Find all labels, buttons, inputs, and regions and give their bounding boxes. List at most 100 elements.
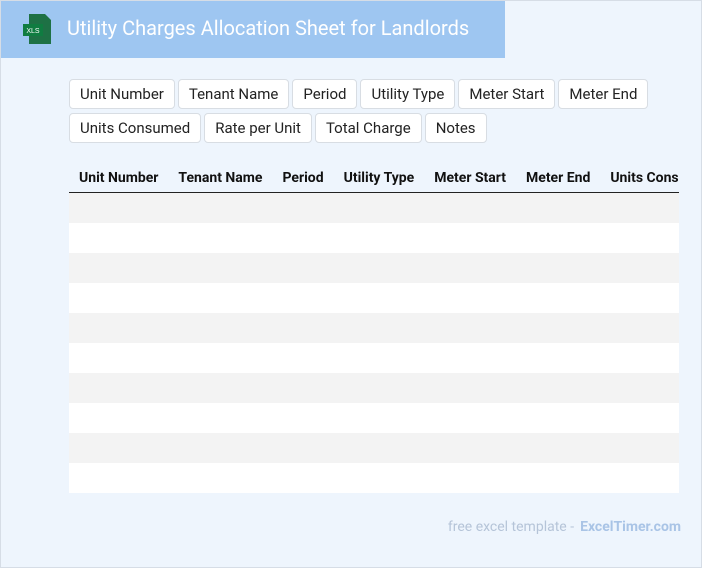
table-cell (516, 433, 601, 463)
table-cell (516, 403, 601, 433)
table-row (69, 373, 679, 403)
field-chip: Unit Number (69, 79, 175, 109)
table-cell (272, 283, 334, 313)
table-cell (424, 373, 516, 403)
table-cell (333, 373, 425, 403)
table-cell (69, 433, 169, 463)
table-cell (272, 313, 334, 343)
table-cell (600, 433, 679, 463)
table-row (69, 463, 679, 493)
header-row: Unit Number Tenant Name Period Utility Type… (69, 163, 679, 193)
footer-text: free excel template - (447, 519, 575, 535)
column-header: Meter Start (424, 163, 516, 193)
table-cell (424, 192, 516, 223)
table-cell (168, 463, 273, 493)
table-cell (424, 403, 516, 433)
table-cell (168, 283, 273, 313)
footer-link[interactable]: ExcelTimer.com (580, 519, 681, 535)
column-header: Meter End (516, 163, 601, 193)
table-cell (516, 373, 601, 403)
column-header: Tenant Name (168, 163, 273, 193)
table-row (69, 192, 679, 223)
table-cell (272, 403, 334, 433)
table-cell (424, 253, 516, 283)
column-header: Utility Type (333, 163, 425, 193)
table-cell (69, 192, 169, 223)
table-cell (272, 463, 334, 493)
table-cell (516, 283, 601, 313)
header-bar: XLS Utility Charges Allocation Sheet for… (1, 1, 505, 58)
xls-icon: XLS (23, 14, 51, 44)
table-cell (516, 313, 601, 343)
field-chip: Notes (424, 113, 487, 143)
table-cell (600, 313, 679, 343)
table-row (69, 253, 679, 283)
table-cell (424, 463, 516, 493)
table-cell (168, 433, 273, 463)
column-header: Unit Number (69, 163, 169, 193)
table-cell (600, 192, 679, 223)
table-cell (168, 403, 273, 433)
table-row (69, 403, 679, 433)
table-cell (600, 253, 679, 283)
table-cell (168, 223, 273, 253)
table-cell (272, 343, 334, 373)
table-cell (69, 403, 169, 433)
table-cell (600, 343, 679, 373)
field-chip: Utility Type (360, 79, 456, 109)
table-cell (168, 373, 273, 403)
table-cell (424, 223, 516, 253)
table-cell (69, 373, 169, 403)
table-cell (69, 223, 169, 253)
table-row (69, 283, 679, 313)
table-cell (272, 433, 334, 463)
table-cell (168, 313, 273, 343)
table-cell (600, 223, 679, 253)
field-chip: Meter End (558, 79, 649, 109)
table-cell (69, 463, 169, 493)
field-chip: Meter Start (458, 79, 556, 109)
table-cell (516, 223, 601, 253)
table-cell (69, 283, 169, 313)
table-cell (516, 343, 601, 373)
table-row (69, 433, 679, 463)
field-list: Unit Number Tenant Name Period Utility Type… (69, 79, 659, 143)
table-row (69, 343, 679, 373)
field-chip: Rate per Unit (204, 113, 312, 143)
table-cell (516, 463, 601, 493)
table-cell (333, 313, 425, 343)
field-chip: Tenant Name (177, 79, 290, 109)
table-cell (272, 253, 334, 283)
table-cell (600, 373, 679, 403)
table-cell (600, 283, 679, 313)
table-cell (516, 192, 601, 223)
table-cell (424, 313, 516, 343)
table-cell (168, 343, 273, 373)
table-cell (333, 253, 425, 283)
table-cell (333, 223, 425, 253)
field-chip: Period (292, 79, 358, 109)
table-cell (333, 463, 425, 493)
table-cell (333, 192, 425, 223)
table-cell (424, 433, 516, 463)
table-cell (333, 433, 425, 463)
table: Unit Number Tenant Name Period Utility Type… (69, 163, 679, 493)
table-cell (600, 403, 679, 433)
table-cell (333, 403, 425, 433)
table-cell (516, 253, 601, 283)
footer: free excel template - ExcelTimer.com (448, 519, 681, 535)
icon-label: XLS (26, 28, 40, 35)
table-cell (600, 463, 679, 493)
table-wrap: Unit Number Tenant Name Period Utility Type… (69, 163, 679, 493)
table-row (69, 313, 679, 343)
page-title: Utility Charges Allocation Sheet for Lan… (67, 16, 470, 40)
table-cell (168, 192, 273, 223)
column-header: Units Consumed (600, 163, 679, 193)
table-cell (69, 253, 169, 283)
table-cell (272, 223, 334, 253)
table-cell (424, 343, 516, 373)
table-cell (69, 343, 169, 373)
table-cell (168, 253, 273, 283)
column-header: Period (272, 163, 334, 193)
